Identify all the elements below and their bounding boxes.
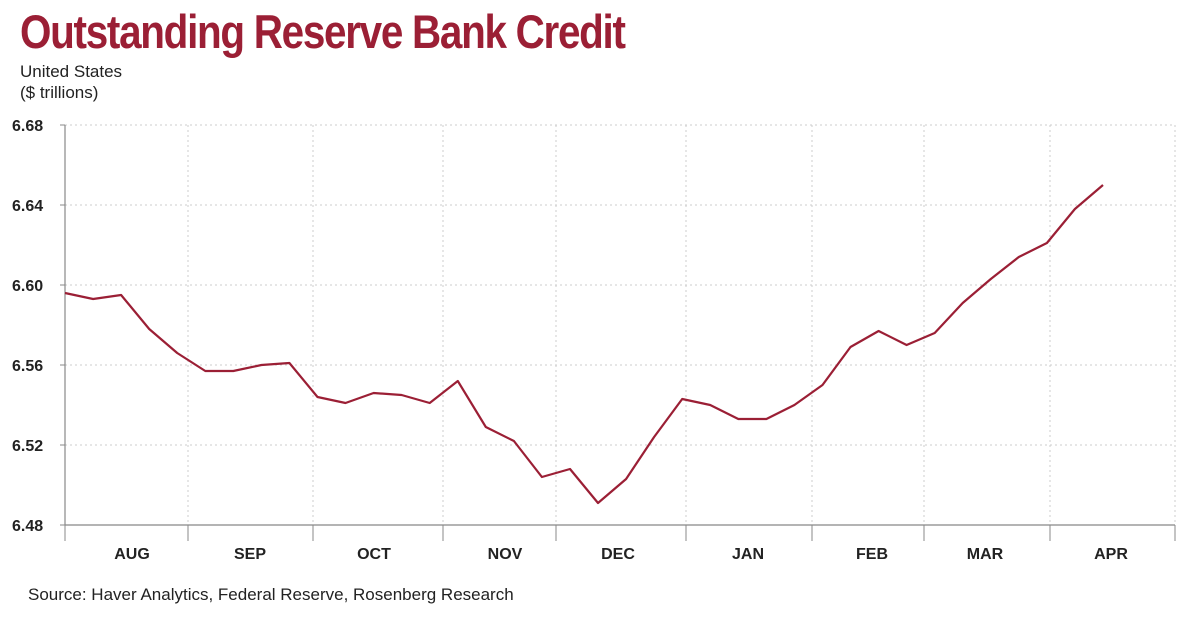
chart-subtitle: United States ($ trillions) xyxy=(20,61,122,103)
x-tick-label: DEC xyxy=(601,546,635,563)
x-tick-label: FEB xyxy=(856,546,888,563)
x-tick-label: JAN xyxy=(732,546,764,563)
series-layer xyxy=(64,184,1104,505)
source-note: Source: Haver Analytics, Federal Reserve… xyxy=(28,585,514,604)
x-tick-labels: AUG SEP OCT NOV DEC JAN FEB MAR APR xyxy=(114,546,1128,563)
y-tick-label: 6.64 xyxy=(12,198,43,215)
x-tick-label: NOV xyxy=(488,546,523,563)
y-tick-label: 6.68 xyxy=(12,118,43,135)
y-tick-label: 6.60 xyxy=(12,278,43,295)
x-tick-label: AUG xyxy=(114,546,150,563)
grid-lines xyxy=(65,124,1176,525)
y-tick-label: 6.56 xyxy=(12,358,43,375)
subtitle-units: ($ trillions) xyxy=(20,83,99,102)
x-tick-label: MAR xyxy=(967,546,1004,563)
x-tick-label: SEP xyxy=(234,546,266,563)
y-tick-label: 6.48 xyxy=(12,518,43,535)
subtitle-country: United States xyxy=(20,62,123,81)
y-tick-labels: 6.48 6.52 6.56 6.60 6.64 6.68 xyxy=(12,118,43,535)
y-tick-label: 6.52 xyxy=(12,438,43,455)
chart-title: Outstanding Reserve Bank Credit xyxy=(20,5,626,58)
x-tick-label: APR xyxy=(1094,546,1128,563)
x-tick-label: OCT xyxy=(357,546,391,563)
series-line xyxy=(64,184,1104,505)
axes xyxy=(60,124,1176,541)
